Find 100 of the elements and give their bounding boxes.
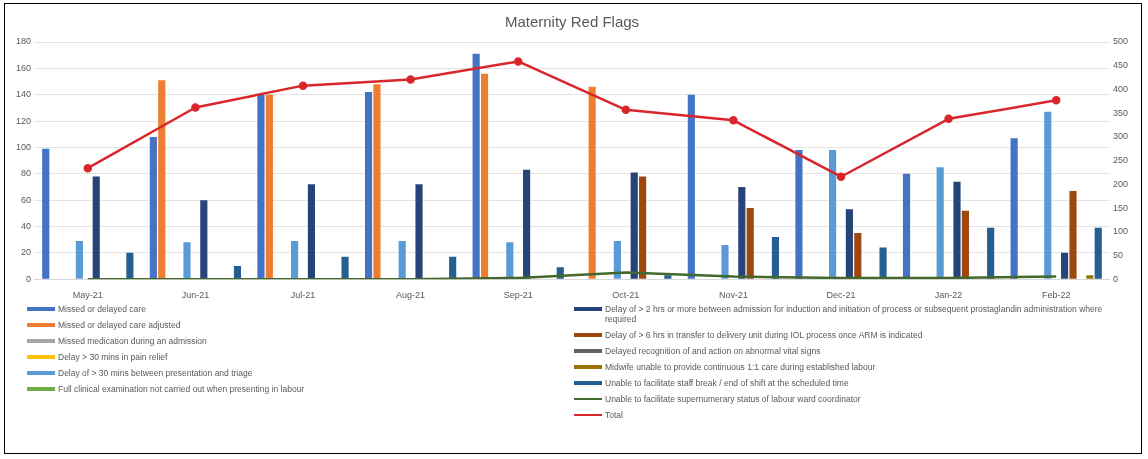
y2-tick-label: 100 — [1112, 226, 1129, 237]
point — [1051, 96, 1061, 105]
bar — [771, 237, 780, 279]
bar — [829, 150, 837, 279]
x-tick-label: Jan-22 — [934, 290, 963, 301]
bar — [480, 73, 489, 279]
bar — [307, 184, 315, 279]
x-tick-label: Jun-21 — [181, 290, 210, 301]
y2-tick-label: 0 — [1112, 273, 1118, 284]
bar — [233, 266, 242, 279]
bar — [613, 240, 621, 279]
legend-label: Delayed recognition of and action on abnormal vital signs — [605, 346, 821, 356]
point — [513, 57, 523, 66]
legend-label: Total — [605, 410, 623, 420]
legend-label: Missed or delayed care adjusted — [58, 320, 181, 330]
y-tick-label: 40 — [21, 220, 32, 231]
bar — [845, 209, 853, 279]
y2-tick-label: 250 — [1112, 155, 1129, 166]
y2-tick-label: 300 — [1112, 131, 1129, 142]
x-tick-label: Sep-21 — [503, 290, 533, 301]
bar — [183, 242, 191, 279]
legend-label: Midwife unable to provide continuous 1:1 care during established labour — [605, 362, 876, 372]
bar — [415, 184, 423, 279]
bar — [92, 176, 100, 279]
bar — [472, 53, 480, 279]
legend-label: Unable to facilitate staff break / end of shift at the scheduled time — [605, 378, 849, 388]
point — [836, 172, 846, 181]
bar — [341, 256, 349, 279]
bar — [1086, 275, 1094, 279]
chart-title: Maternity Red Flags — [504, 13, 640, 31]
legend-label: Missed medication during an admission — [58, 336, 207, 346]
y-tick-label: 60 — [21, 194, 32, 205]
y2-tick-label: 50 — [1112, 249, 1123, 260]
x-tick-label: Jul-21 — [290, 290, 316, 301]
point — [621, 105, 631, 115]
bar — [588, 86, 596, 279]
bar — [953, 181, 961, 279]
legend-label: Missed or delayed care — [58, 304, 146, 314]
bar — [75, 240, 83, 279]
bar — [902, 173, 911, 279]
y2-tick-label: 150 — [1112, 202, 1129, 213]
bar — [987, 227, 995, 279]
y2-tick-label: 200 — [1112, 178, 1129, 189]
bar — [265, 94, 273, 279]
y-tick-label: 180 — [15, 36, 32, 47]
y2-tick-label: 450 — [1112, 60, 1129, 71]
y-tick-label: 160 — [15, 62, 32, 73]
y-tick-label: 140 — [15, 89, 32, 100]
bar — [523, 169, 531, 279]
bar — [257, 94, 265, 279]
legend-label: Delay > 30 mins in pain relief — [58, 352, 168, 362]
bar — [738, 186, 746, 279]
y2-tick-label: 350 — [1112, 107, 1129, 118]
bar — [639, 176, 647, 279]
bar — [879, 247, 887, 279]
x-tick-label: May-21 — [72, 290, 103, 301]
point — [944, 114, 953, 124]
x-tick-label: Feb-22 — [1041, 290, 1071, 301]
y2-tick-label: 500 — [1112, 36, 1129, 47]
point — [83, 163, 93, 173]
bar — [126, 252, 134, 279]
legend-label: Delay of > 2 hrs or more between admission for induction and initiation of process or subsequent prostaglandin administration where required — [605, 304, 1104, 324]
y-tick-label: 100 — [15, 141, 32, 152]
point — [298, 81, 308, 90]
x-tick-label: Dec-21 — [826, 290, 856, 301]
x-tick-label: Oct-21 — [612, 290, 640, 301]
legend-label: Full clinical examination not carried out when presenting in labour — [58, 384, 305, 394]
bar — [664, 275, 672, 279]
y-tick-label: 120 — [15, 115, 32, 126]
y-tick-label: 0 — [26, 273, 32, 284]
bar — [291, 240, 299, 279]
point — [729, 116, 738, 125]
bar — [42, 148, 50, 279]
bar — [854, 233, 862, 279]
bar — [200, 200, 208, 279]
y2-tick-label: 400 — [1112, 83, 1129, 94]
y-tick-label: 80 — [21, 168, 32, 179]
legend-label: Unable to facilitate supernumerary status of labour ward coordinator — [605, 394, 861, 404]
bar — [1069, 190, 1077, 279]
point — [406, 75, 415, 84]
bar — [506, 242, 514, 279]
bar — [1094, 227, 1102, 279]
x-tick-label: Aug-21 — [396, 290, 426, 301]
legend-label: Delay of > 6 hrs in transfer to delivery unit during IOL process once ARM is indicated — [605, 330, 923, 340]
x-tick-label: Nov-21 — [718, 290, 748, 301]
bar — [1010, 138, 1018, 279]
bar — [149, 136, 157, 279]
bar — [936, 167, 944, 279]
bar — [398, 240, 406, 279]
bar — [795, 150, 803, 279]
bar — [373, 84, 381, 279]
bar — [630, 172, 638, 279]
bar — [961, 210, 969, 279]
y-tick-label: 20 — [21, 247, 32, 258]
bar — [746, 208, 754, 279]
bar — [158, 80, 166, 279]
legend-label: Delay of > 30 mins between presentation and triage — [58, 368, 253, 378]
bar — [1061, 252, 1069, 279]
bar — [687, 94, 695, 279]
point — [191, 103, 200, 112]
